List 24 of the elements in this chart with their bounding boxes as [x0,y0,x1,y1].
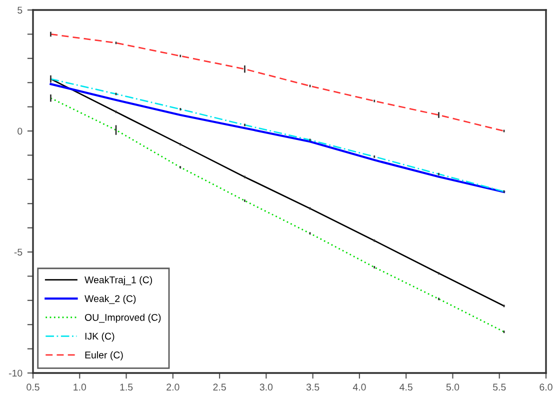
y-tick-label: -5 [14,248,22,256]
x-tick-label: 0.5 [26,384,40,391]
x-tick-label: 1.5 [120,384,133,391]
y-tick-label: 5 [18,6,22,14]
x-tick-label: 1.0 [74,384,86,391]
line-series [50,34,505,132]
line-series [50,97,505,333]
x-tick-label: 4.5 [400,384,412,391]
line-series [50,78,505,307]
legend-label: IJK (C) [85,332,114,342]
x-tick-label: 3.0 [260,384,273,391]
x-tick-label: 5.0 [446,384,460,391]
x-tick-label: 2.5 [213,384,226,391]
x-tick-label: 4.0 [352,384,366,391]
y-tick-label: 0 [18,128,22,135]
x-tick-label: 6.0 [540,384,552,391]
legend-label: OU_Improved (C) [84,314,161,323]
y-tick-label: -10 [8,370,22,377]
x-tick-label: 5.5 [492,384,506,391]
legend-label: Weak_2 (C) [84,294,136,304]
x-tick-label: 3.5 [306,384,320,391]
legend-label: WeakTraj_1 (C) [84,276,152,286]
x-tick-label: 2.0 [166,384,180,391]
legend-label: Euler (C) [85,351,123,360]
